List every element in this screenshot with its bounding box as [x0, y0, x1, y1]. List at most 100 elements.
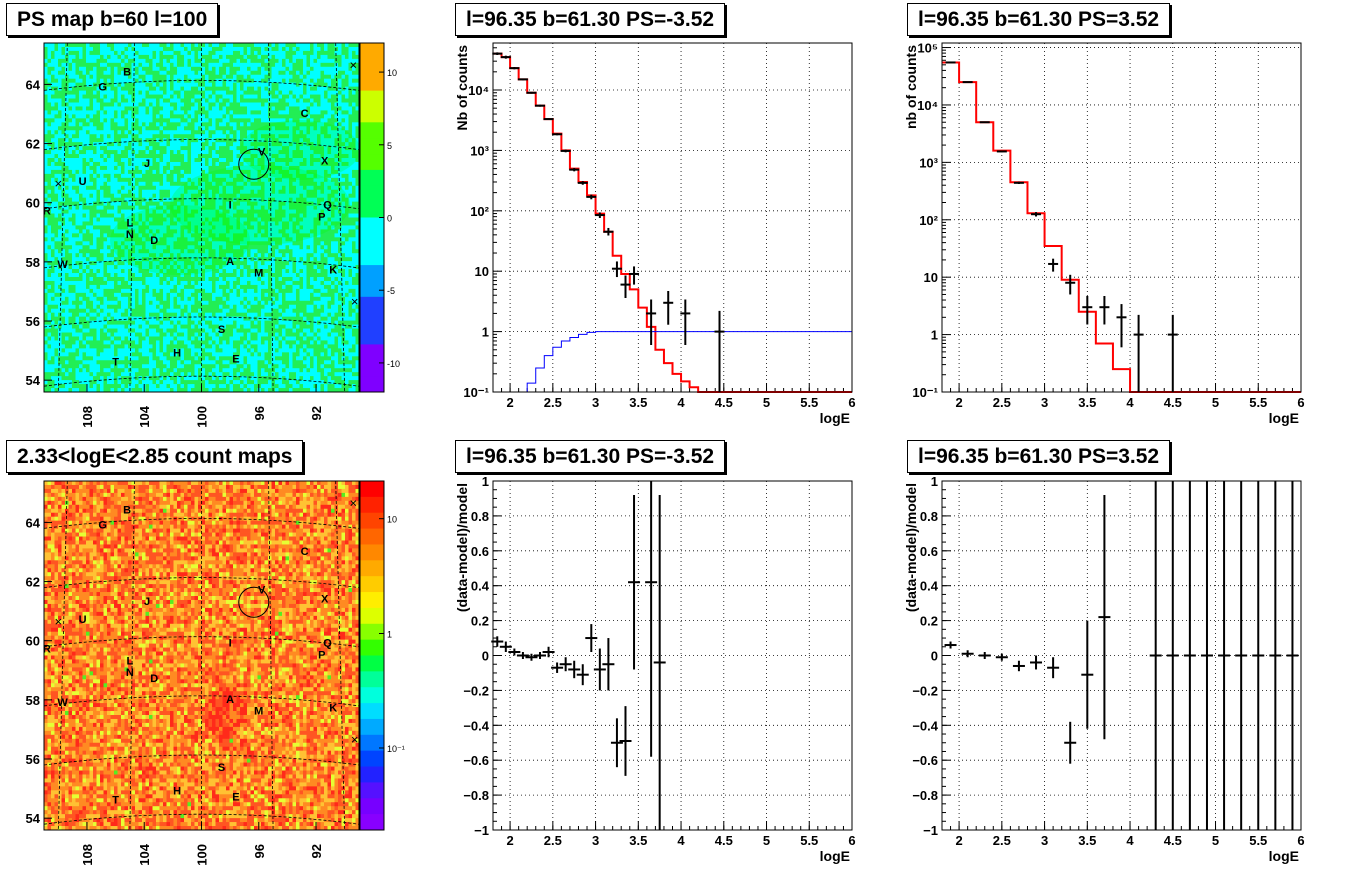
heatmap-cell — [170, 185, 174, 191]
heatmap-cell — [215, 154, 220, 159]
heatmap-cell — [117, 257, 122, 262]
heatmap-cell — [187, 324, 192, 329]
heatmap-cell — [219, 146, 223, 151]
heatmap-cell — [124, 110, 129, 115]
heatmap-cell — [184, 46, 188, 52]
heatmap-cell — [114, 118, 118, 123]
heatmap-cell — [114, 58, 118, 64]
heatmap-cell — [156, 50, 160, 56]
heatmap-cell — [145, 94, 150, 99]
heatmap-cell — [240, 296, 244, 302]
heatmap-cell — [124, 43, 129, 48]
heatmap-cell — [61, 146, 66, 151]
heatmap-cell — [159, 189, 164, 195]
heatmap-cell — [184, 253, 188, 258]
heatmap-cell — [114, 249, 118, 254]
heatmap-cell — [229, 356, 234, 361]
heatmap-cell — [187, 237, 192, 242]
heatmap-cell — [180, 372, 185, 377]
heatmap-cell — [51, 110, 55, 115]
heatmap-cell — [208, 284, 213, 290]
heatmap-cell — [107, 265, 111, 270]
heatmap-cell — [114, 380, 118, 385]
heatmap-cell — [128, 46, 132, 52]
heatmap-cell — [184, 348, 188, 353]
heatmap-cell — [229, 82, 234, 88]
heatmap-cell — [82, 165, 87, 171]
heatmap-cell — [187, 169, 192, 175]
heatmap-cell — [79, 312, 83, 318]
heatmap-cell — [191, 324, 195, 329]
heatmap-cell — [114, 138, 118, 143]
heatmap-cell — [54, 249, 59, 254]
heatmap-cell — [226, 46, 230, 52]
heatmap-cell — [82, 169, 87, 175]
heatmap-cell — [117, 70, 122, 76]
heatmap-cell — [72, 106, 76, 111]
heatmap-cell — [219, 376, 223, 381]
heatmap-cell — [72, 90, 76, 95]
heatmap-cell — [222, 177, 227, 183]
heatmap-cell — [54, 43, 59, 48]
heatmap-cell — [177, 98, 181, 103]
heatmap-cell — [159, 201, 164, 207]
heatmap-cell — [194, 122, 199, 127]
heatmap-cell — [198, 261, 202, 266]
heatmap-cell — [79, 126, 83, 131]
heatmap-cell — [177, 86, 181, 91]
heatmap-cell — [79, 368, 83, 373]
heatmap-cell — [131, 388, 136, 393]
heatmap-cell — [152, 146, 157, 151]
heatmap-cell — [58, 130, 62, 135]
heatmap-cell — [173, 193, 178, 199]
heatmap-cell — [110, 225, 115, 230]
heatmap-cell — [201, 205, 206, 210]
heatmap-cell — [72, 372, 76, 377]
heatmap-cell — [114, 122, 118, 127]
heatmap-cell — [233, 233, 237, 238]
heatmap-cell — [138, 265, 143, 270]
heatmap-cell — [236, 54, 241, 60]
heatmap-cell — [96, 66, 101, 72]
heatmap-cell — [149, 332, 153, 337]
heatmap-cell — [208, 106, 213, 111]
heatmap-cell — [107, 50, 111, 56]
heatmap-cell — [54, 312, 59, 318]
heatmap-cell — [54, 332, 59, 337]
heatmap-cell — [226, 249, 230, 254]
heatmap-cell — [240, 138, 244, 143]
heatmap-cell — [215, 308, 220, 314]
heatmap-cell — [65, 90, 69, 95]
heatmap-cell — [215, 82, 220, 88]
heatmap-cell — [208, 280, 213, 286]
heatmap-cell — [79, 316, 83, 322]
heatmap-cell — [191, 332, 195, 337]
heatmap-cell — [170, 43, 174, 48]
heatmap-cell — [68, 241, 73, 246]
heatmap-cell — [61, 225, 66, 230]
heatmap-cell — [236, 165, 241, 171]
heatmap-cell — [215, 74, 220, 80]
heatmap-cell — [201, 233, 206, 238]
heatmap-cell — [58, 134, 62, 139]
heatmap-cell — [205, 158, 209, 163]
heatmap-cell — [201, 364, 206, 369]
heatmap-cell — [215, 43, 220, 48]
heatmap-cell — [121, 118, 125, 123]
heatmap-cell — [177, 209, 181, 214]
heatmap-cell — [187, 197, 192, 203]
heatmap-cell — [72, 300, 76, 306]
heatmap-cell — [61, 106, 66, 111]
heatmap-cell — [86, 106, 90, 111]
heatmap-cell — [131, 380, 136, 385]
heatmap-cell — [208, 316, 213, 322]
heatmap-cell — [89, 62, 94, 68]
heatmap-cell — [117, 364, 122, 369]
heatmap-cell — [233, 62, 237, 68]
heatmap-cell — [170, 308, 174, 314]
heatmap-cell — [110, 86, 115, 91]
heatmap-cell — [79, 376, 83, 381]
heatmap-cell — [124, 344, 129, 349]
heatmap-cell — [187, 142, 192, 147]
heatmap-cell — [219, 340, 223, 345]
